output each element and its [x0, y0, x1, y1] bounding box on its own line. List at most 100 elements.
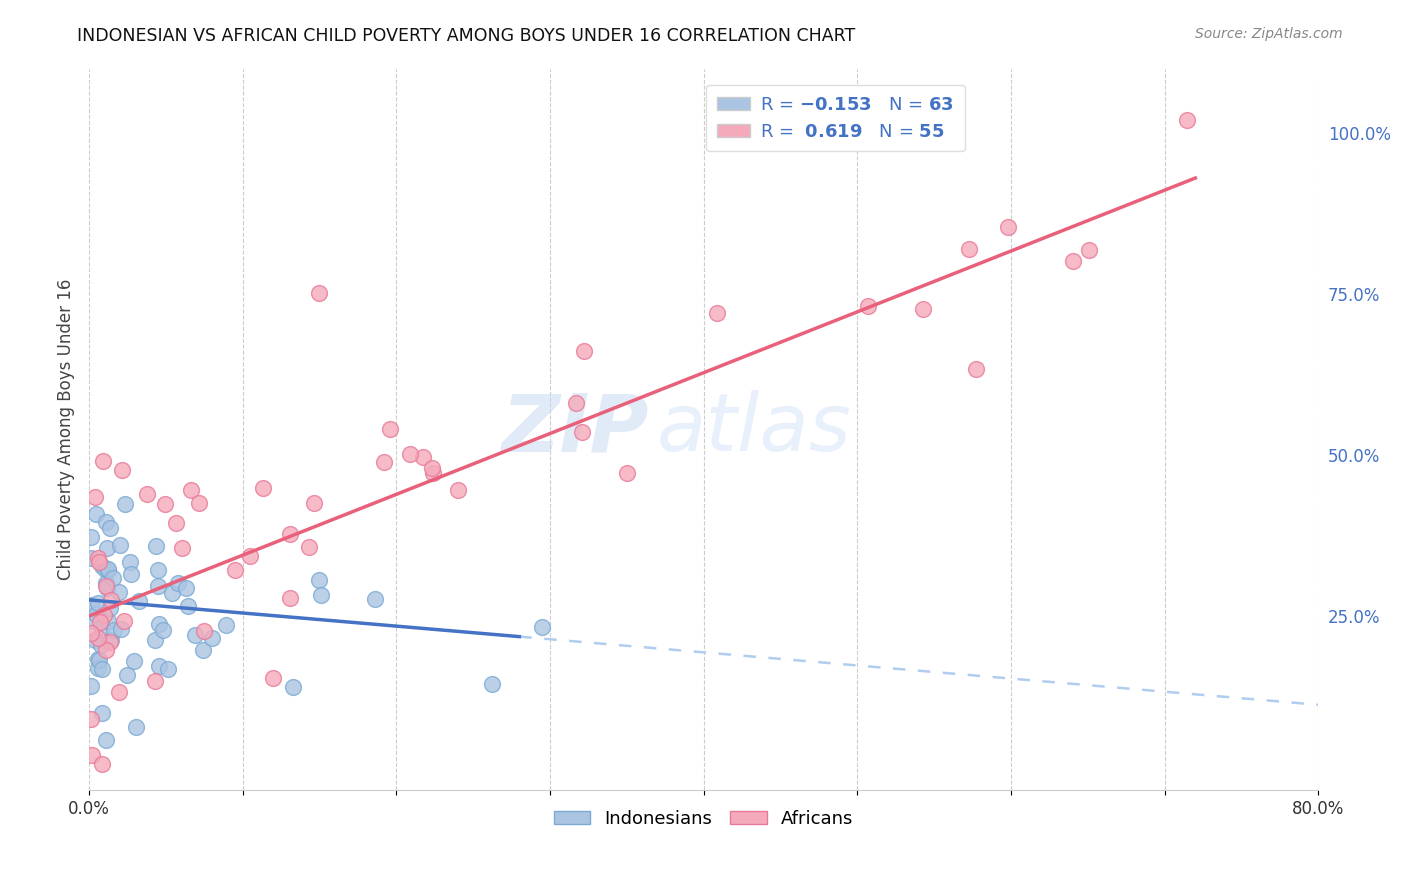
Point	[422, 460, 444, 475]
Point	[136, 487, 159, 501]
Point	[965, 361, 987, 376]
Point	[262, 671, 284, 685]
Point	[180, 483, 202, 497]
Point	[120, 567, 142, 582]
Point	[125, 720, 148, 734]
Point	[97, 614, 120, 628]
Point	[86, 652, 108, 666]
Point	[94, 733, 117, 747]
Point	[298, 541, 321, 555]
Point	[572, 344, 595, 359]
Point	[308, 573, 330, 587]
Point	[278, 526, 301, 541]
Point	[90, 662, 112, 676]
Point	[170, 541, 193, 555]
Point	[97, 563, 120, 577]
Text: INDONESIAN VS AFRICAN CHILD POVERTY AMONG BOYS UNDER 16 CORRELATION CHART: INDONESIAN VS AFRICAN CHILD POVERTY AMON…	[77, 27, 856, 45]
Point	[1077, 244, 1099, 258]
Point	[122, 654, 145, 668]
Point	[193, 624, 215, 638]
Point	[143, 673, 166, 688]
Point	[174, 582, 197, 596]
Point	[373, 455, 395, 469]
Point	[94, 516, 117, 530]
Point	[103, 624, 125, 638]
Point	[87, 660, 110, 674]
Point	[94, 579, 117, 593]
Point	[165, 516, 187, 530]
Point	[84, 632, 107, 647]
Point	[128, 594, 150, 608]
Point	[398, 447, 420, 461]
Point	[278, 591, 301, 605]
Point	[565, 396, 588, 410]
Point	[571, 425, 593, 439]
Point	[309, 588, 332, 602]
Point	[87, 596, 110, 610]
Point	[422, 466, 444, 480]
Point	[107, 684, 129, 698]
Point	[89, 615, 111, 629]
Point	[153, 496, 176, 510]
Point	[83, 490, 105, 504]
Point	[89, 554, 111, 568]
Point	[98, 635, 121, 649]
Point	[108, 538, 131, 552]
Point	[86, 632, 108, 646]
Point	[145, 632, 167, 647]
Point	[118, 555, 141, 569]
Point	[1063, 254, 1085, 268]
Point	[94, 576, 117, 591]
Point	[167, 575, 190, 590]
Point	[97, 562, 120, 576]
Text: ZIP: ZIP	[501, 390, 648, 468]
Point	[148, 616, 170, 631]
Point	[308, 286, 330, 301]
Point	[90, 620, 112, 634]
Point	[84, 607, 107, 621]
Point	[530, 619, 553, 633]
Point	[90, 638, 112, 652]
Point	[114, 497, 136, 511]
Point	[481, 677, 503, 691]
Point	[87, 551, 110, 566]
Point	[98, 521, 121, 535]
Point	[252, 481, 274, 495]
Point	[100, 600, 122, 615]
Point	[912, 301, 935, 316]
Point	[239, 549, 262, 563]
Point	[93, 608, 115, 623]
Point	[96, 582, 118, 596]
Point	[1175, 113, 1198, 128]
Point	[446, 483, 468, 497]
Point	[281, 681, 304, 695]
Point	[224, 563, 246, 577]
Point	[302, 496, 325, 510]
Text: Source: ZipAtlas.com: Source: ZipAtlas.com	[1195, 27, 1343, 41]
Point	[215, 618, 238, 632]
Point	[94, 643, 117, 657]
Point	[91, 757, 114, 772]
Point	[80, 679, 103, 693]
Point	[111, 463, 134, 477]
Point	[856, 299, 879, 313]
Point	[96, 541, 118, 555]
Point	[82, 614, 104, 628]
Legend: Indonesians, Africans: Indonesians, Africans	[547, 803, 860, 835]
Point	[706, 306, 728, 320]
Text: atlas: atlas	[657, 390, 852, 468]
Point	[412, 450, 434, 464]
Point	[193, 642, 215, 657]
Point	[91, 454, 114, 468]
Point	[91, 706, 114, 720]
Point	[80, 712, 103, 726]
Point	[145, 539, 167, 553]
Point	[107, 585, 129, 599]
Y-axis label: Child Poverty Among Boys Under 16: Child Poverty Among Boys Under 16	[58, 278, 75, 580]
Point	[80, 598, 103, 612]
Point	[100, 592, 122, 607]
Point	[89, 653, 111, 667]
Point	[84, 508, 107, 522]
Point	[616, 466, 638, 480]
Point	[378, 422, 401, 436]
